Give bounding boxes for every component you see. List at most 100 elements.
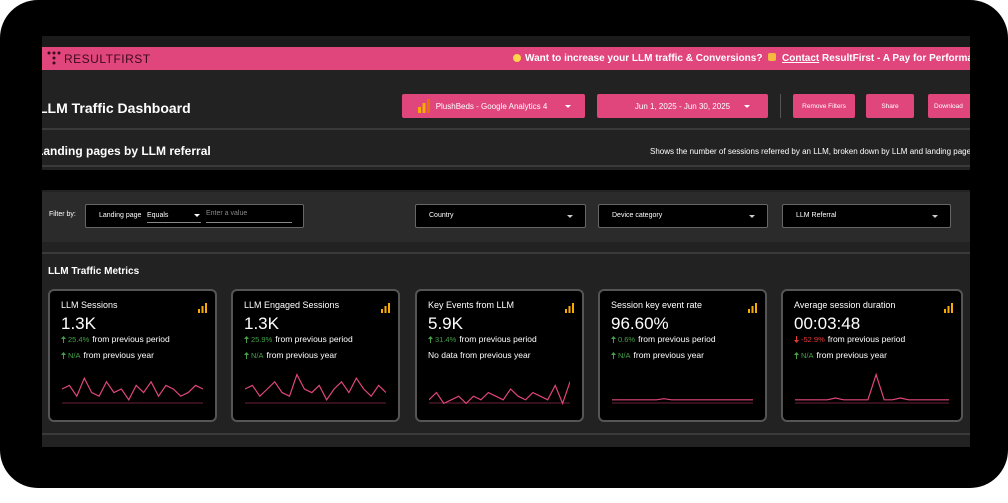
period-text: from previous period bbox=[459, 334, 537, 344]
value-input[interactable]: Enter a value bbox=[206, 210, 248, 217]
analytics-icon bbox=[418, 99, 430, 113]
remove-filters-button[interactable]: Remove Filters bbox=[793, 94, 855, 118]
landing-page-filter[interactable]: Landing page Equals Enter a value bbox=[85, 204, 304, 228]
trend-arrow bbox=[428, 335, 433, 343]
divider bbox=[780, 94, 781, 118]
device-filter[interactable]: Device category bbox=[598, 204, 768, 228]
sparkline bbox=[429, 381, 570, 406]
sparkline-line bbox=[62, 376, 203, 401]
country-filter[interactable]: Country bbox=[415, 204, 586, 228]
period-text: from previous period bbox=[92, 334, 170, 344]
sparkline-line bbox=[245, 373, 386, 401]
year-text: from previous year bbox=[816, 350, 887, 360]
icon-bar bbox=[951, 303, 953, 313]
banner-message: Want to increase your LLM traffic & Conv… bbox=[525, 53, 970, 64]
separator bbox=[42, 128, 970, 130]
dashboard-title: LLM Traffic Dashboard bbox=[42, 100, 191, 116]
device-frame: RESULTFIRST Want to increase your LLM tr… bbox=[0, 0, 1008, 488]
period-change-row: 25.4% from previous period bbox=[61, 334, 170, 344]
year-change-row: No data from previous year bbox=[428, 350, 531, 360]
year-change-row: N/A from previous year bbox=[611, 350, 704, 360]
data-source-select[interactable]: PlushBeds - Google Analytics 4 bbox=[402, 94, 585, 118]
date-range: Jun 1, 2025 - Jun 30, 2025 bbox=[634, 101, 731, 111]
dashboard: RESULTFIRST Want to increase your LLM tr… bbox=[42, 36, 970, 447]
period-change-row: 31.4% from previous period bbox=[428, 334, 537, 344]
year-text: from previous year bbox=[633, 350, 704, 360]
agency: ResultFirst - A Pay for Performance SEO … bbox=[822, 53, 970, 64]
metric-card: Key Events from LLM 5.9K 31.4% from previou… bbox=[415, 289, 584, 422]
share-button[interactable]: Share bbox=[866, 94, 914, 118]
period-change: 25.4% bbox=[68, 334, 90, 344]
period-text: from previous period bbox=[827, 334, 906, 344]
separator bbox=[42, 165, 970, 167]
sparkline bbox=[612, 398, 753, 404]
promo-banner: RESULTFIRST Want to increase your LLM tr… bbox=[42, 47, 970, 70]
separator bbox=[42, 252, 970, 254]
metric-name: Session key event rate bbox=[611, 300, 703, 310]
metric-value: 96.60% bbox=[611, 314, 669, 333]
period-change: -52.9% bbox=[801, 334, 825, 344]
date-range-select[interactable]: Jun 1, 2025 - Jun 30, 2025 bbox=[597, 94, 768, 118]
arrow-shape bbox=[428, 335, 433, 339]
icon-bar bbox=[751, 306, 754, 313]
separator bbox=[42, 433, 970, 435]
year-change-row: N/A from previous year bbox=[794, 350, 887, 360]
arrow-shape bbox=[61, 335, 66, 339]
metric-value: 1.3K bbox=[244, 314, 279, 333]
period-change-row: -52.9% from previous period bbox=[794, 334, 905, 344]
icon-bar bbox=[201, 306, 204, 313]
arrow-stem bbox=[796, 335, 797, 340]
contact-link[interactable]: Contact bbox=[782, 53, 820, 64]
field: Landing page bbox=[99, 212, 142, 219]
arrow-shape bbox=[244, 351, 249, 355]
arrow-stem bbox=[63, 338, 64, 343]
sparkline-line bbox=[612, 398, 753, 401]
period-text: from previous period bbox=[275, 334, 353, 344]
metric-value: 00:03:48 bbox=[794, 314, 861, 333]
operator: Equals bbox=[147, 212, 169, 219]
icon-bar bbox=[572, 303, 574, 313]
metric-card: Session key event rate 96.60% 0.6% from pre… bbox=[598, 289, 767, 422]
period-change-row: 0.6% from previous period bbox=[611, 334, 716, 344]
message: Want to increase your LLM traffic & Conv… bbox=[525, 53, 763, 64]
year-text: from previous year bbox=[83, 350, 154, 360]
icon-bar bbox=[944, 309, 946, 313]
icon-bar bbox=[198, 309, 200, 313]
period-change: 25.9% bbox=[251, 334, 273, 344]
dropdown-label: LLM Referral bbox=[796, 212, 837, 219]
icon-bar bbox=[947, 306, 950, 313]
icon-bar bbox=[388, 303, 390, 313]
section-description: Shows the number of sessions referred by… bbox=[650, 147, 970, 156]
period-text: from previous period bbox=[638, 334, 716, 344]
llm-referral-filter[interactable]: LLM Referral bbox=[782, 204, 951, 228]
year-text: No data from previous year bbox=[428, 350, 531, 360]
download-button[interactable]: Download bbox=[928, 94, 970, 118]
period-change-row: 25.9% from previous period bbox=[244, 334, 353, 344]
arrow-shape bbox=[611, 335, 616, 339]
analytics-icon bbox=[565, 303, 574, 313]
arrow-stem bbox=[613, 354, 614, 359]
metric-value: 1.3K bbox=[61, 314, 96, 333]
arrow-stem bbox=[430, 338, 431, 343]
trend-arrow bbox=[61, 351, 66, 359]
data-source: PlushBeds - Google Analytics 4 bbox=[435, 101, 548, 111]
brand: RESULTFIRST bbox=[64, 52, 151, 66]
metric-name: LLM Engaged Sessions bbox=[244, 300, 340, 310]
arrow-shape bbox=[794, 351, 799, 355]
year-text: from previous year bbox=[266, 350, 337, 360]
icon-bar bbox=[381, 309, 383, 313]
year-change: N/A bbox=[251, 350, 264, 360]
analytics-icon bbox=[381, 303, 390, 313]
arrow-stem bbox=[796, 354, 797, 359]
metric-value: 5.9K bbox=[428, 314, 463, 333]
arrow-shape bbox=[61, 351, 66, 355]
trend-arrow bbox=[611, 351, 616, 359]
arrow-stem bbox=[246, 338, 247, 343]
year-change-row: N/A from previous year bbox=[244, 350, 337, 360]
logo bbox=[47, 51, 61, 65]
period-change: 0.6% bbox=[618, 334, 636, 344]
trend-arrow bbox=[794, 351, 799, 359]
filter-panel: Filter by: Landing page Equals Enter a v… bbox=[42, 192, 970, 242]
section-title: Landing pages by LLM referral bbox=[42, 144, 211, 158]
spacer-strip bbox=[42, 170, 970, 190]
